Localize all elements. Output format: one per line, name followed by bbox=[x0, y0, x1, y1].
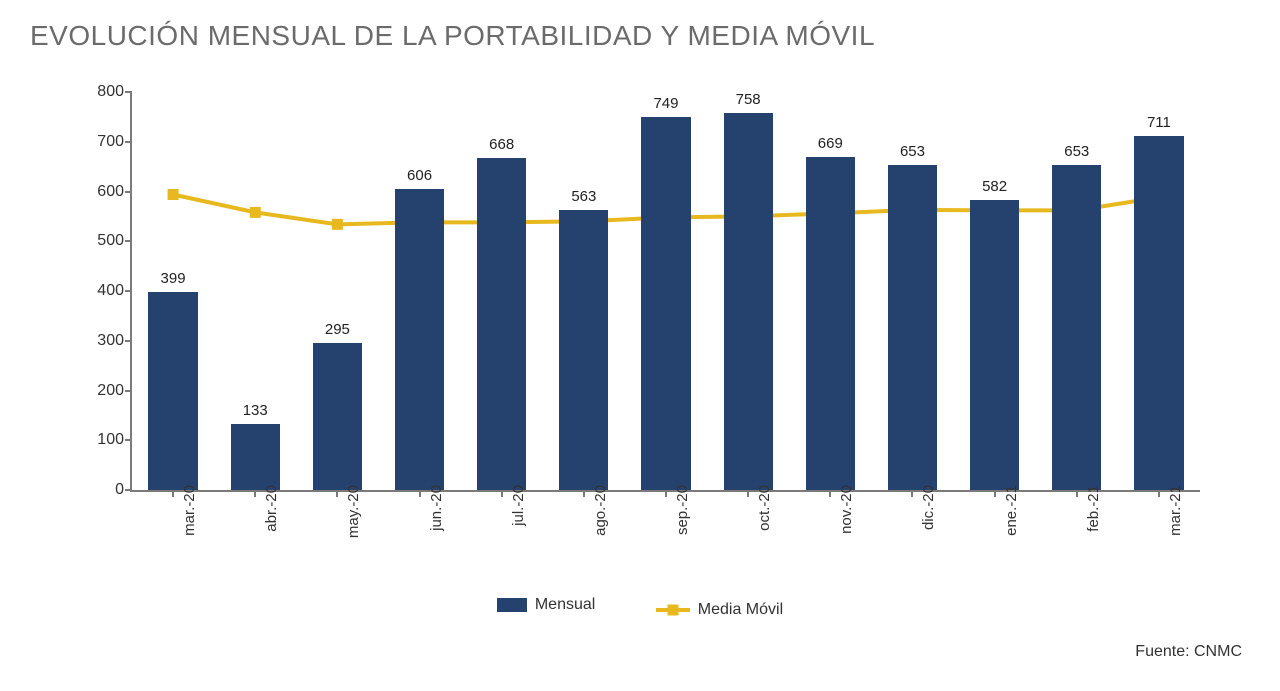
x-axis-tick-mark bbox=[911, 490, 913, 497]
x-axis-tick-mark bbox=[583, 490, 585, 497]
bar-value-label: 653 bbox=[1052, 143, 1101, 160]
y-axis-tick-label: 700 bbox=[80, 133, 124, 151]
x-axis-tick-mark bbox=[254, 490, 256, 497]
y-axis-tick-mark bbox=[125, 91, 132, 93]
x-axis-label: oct.-20 bbox=[756, 485, 773, 531]
bar: 669 bbox=[806, 157, 855, 490]
bar-value-label: 711 bbox=[1134, 114, 1183, 131]
x-axis-tick-mark bbox=[1158, 490, 1160, 497]
y-axis-tick-mark bbox=[125, 240, 132, 242]
x-axis-label: sep.-20 bbox=[674, 485, 691, 535]
y-axis-tick-label: 100 bbox=[80, 431, 124, 449]
plot-area: 0100200300400500600700800399mar.-20133ab… bbox=[130, 92, 1200, 492]
legend-label-line: Media Móvil bbox=[698, 601, 783, 619]
bar: 668 bbox=[477, 158, 526, 490]
y-axis-tick-mark bbox=[125, 191, 132, 193]
bar: 606 bbox=[395, 189, 444, 490]
x-axis-label: may.-20 bbox=[345, 485, 362, 538]
legend-item-line: Media Móvil bbox=[656, 601, 783, 619]
x-axis-tick-mark bbox=[336, 490, 338, 497]
bar: 399 bbox=[148, 292, 197, 491]
y-axis-tick-label: 400 bbox=[80, 282, 124, 300]
bar: 653 bbox=[1052, 165, 1101, 490]
bar: 758 bbox=[724, 113, 773, 490]
line-marker bbox=[250, 207, 261, 218]
y-axis-tick-label: 600 bbox=[80, 183, 124, 201]
x-axis-tick-mark bbox=[501, 490, 503, 497]
bar-value-label: 399 bbox=[148, 270, 197, 287]
y-axis-tick-label: 200 bbox=[80, 382, 124, 400]
x-axis-tick-mark bbox=[829, 490, 831, 497]
chart: 0100200300400500600700800399mar.-20133ab… bbox=[70, 82, 1210, 522]
legend-label-bar: Mensual bbox=[535, 596, 595, 614]
bar-value-label: 749 bbox=[641, 95, 690, 112]
x-axis-label: abr.-20 bbox=[263, 485, 280, 532]
bar: 133 bbox=[231, 424, 280, 490]
legend: Mensual Media Móvil bbox=[70, 596, 1210, 619]
line-marker bbox=[168, 189, 179, 200]
x-axis-tick-mark bbox=[747, 490, 749, 497]
y-axis-tick-mark bbox=[125, 439, 132, 441]
chart-title: EVOLUCIÓN MENSUAL DE LA PORTABILIDAD Y M… bbox=[30, 20, 1250, 52]
bar: 711 bbox=[1134, 136, 1183, 490]
y-axis-tick-mark bbox=[125, 141, 132, 143]
bar: 295 bbox=[313, 343, 362, 490]
legend-swatch-line bbox=[656, 608, 690, 612]
bar-value-label: 669 bbox=[806, 135, 855, 152]
bar-value-label: 295 bbox=[313, 321, 362, 338]
x-axis-label: feb.-21 bbox=[1085, 485, 1102, 532]
bar-value-label: 758 bbox=[724, 91, 773, 108]
y-axis-tick-mark bbox=[125, 390, 132, 392]
y-axis-tick-mark bbox=[125, 290, 132, 292]
x-axis-tick-mark bbox=[419, 490, 421, 497]
chart-container: 0100200300400500600700800399mar.-20133ab… bbox=[70, 82, 1210, 619]
bar: 749 bbox=[641, 117, 690, 490]
y-axis-tick-label: 800 bbox=[80, 83, 124, 101]
x-axis-label: nov.-20 bbox=[838, 485, 855, 534]
x-axis-label: jun.-20 bbox=[428, 485, 445, 531]
bar: 563 bbox=[559, 210, 608, 490]
bar-value-label: 668 bbox=[477, 136, 526, 153]
x-axis-label: dic.-20 bbox=[920, 485, 937, 530]
bar: 582 bbox=[970, 200, 1019, 490]
y-axis-tick-label: 500 bbox=[80, 232, 124, 250]
bar-value-label: 606 bbox=[395, 167, 444, 184]
x-axis-label: ago.-20 bbox=[592, 485, 609, 536]
bar-value-label: 582 bbox=[970, 178, 1019, 195]
x-axis-label: jul.-20 bbox=[510, 485, 527, 526]
line-marker bbox=[332, 219, 343, 230]
source-attribution: Fuente: CNMC bbox=[30, 643, 1250, 661]
x-axis-tick-mark bbox=[172, 490, 174, 497]
y-axis-tick-mark bbox=[125, 340, 132, 342]
x-axis-label: mar.-20 bbox=[181, 485, 198, 536]
x-axis-label: ene.-21 bbox=[1003, 485, 1020, 536]
x-axis-tick-mark bbox=[665, 490, 667, 497]
x-axis-label: mar.-21 bbox=[1167, 485, 1184, 536]
bar: 653 bbox=[888, 165, 937, 490]
y-axis-tick-label: 300 bbox=[80, 332, 124, 350]
x-axis-tick-mark bbox=[994, 490, 996, 497]
y-axis-tick-mark bbox=[125, 489, 132, 491]
y-axis-tick-label: 0 bbox=[80, 481, 124, 499]
legend-swatch-bar bbox=[497, 598, 527, 612]
legend-item-bar: Mensual bbox=[497, 596, 595, 614]
bar-value-label: 653 bbox=[888, 143, 937, 160]
bar-value-label: 563 bbox=[559, 188, 608, 205]
bar-value-label: 133 bbox=[231, 402, 280, 419]
x-axis-tick-mark bbox=[1076, 490, 1078, 497]
